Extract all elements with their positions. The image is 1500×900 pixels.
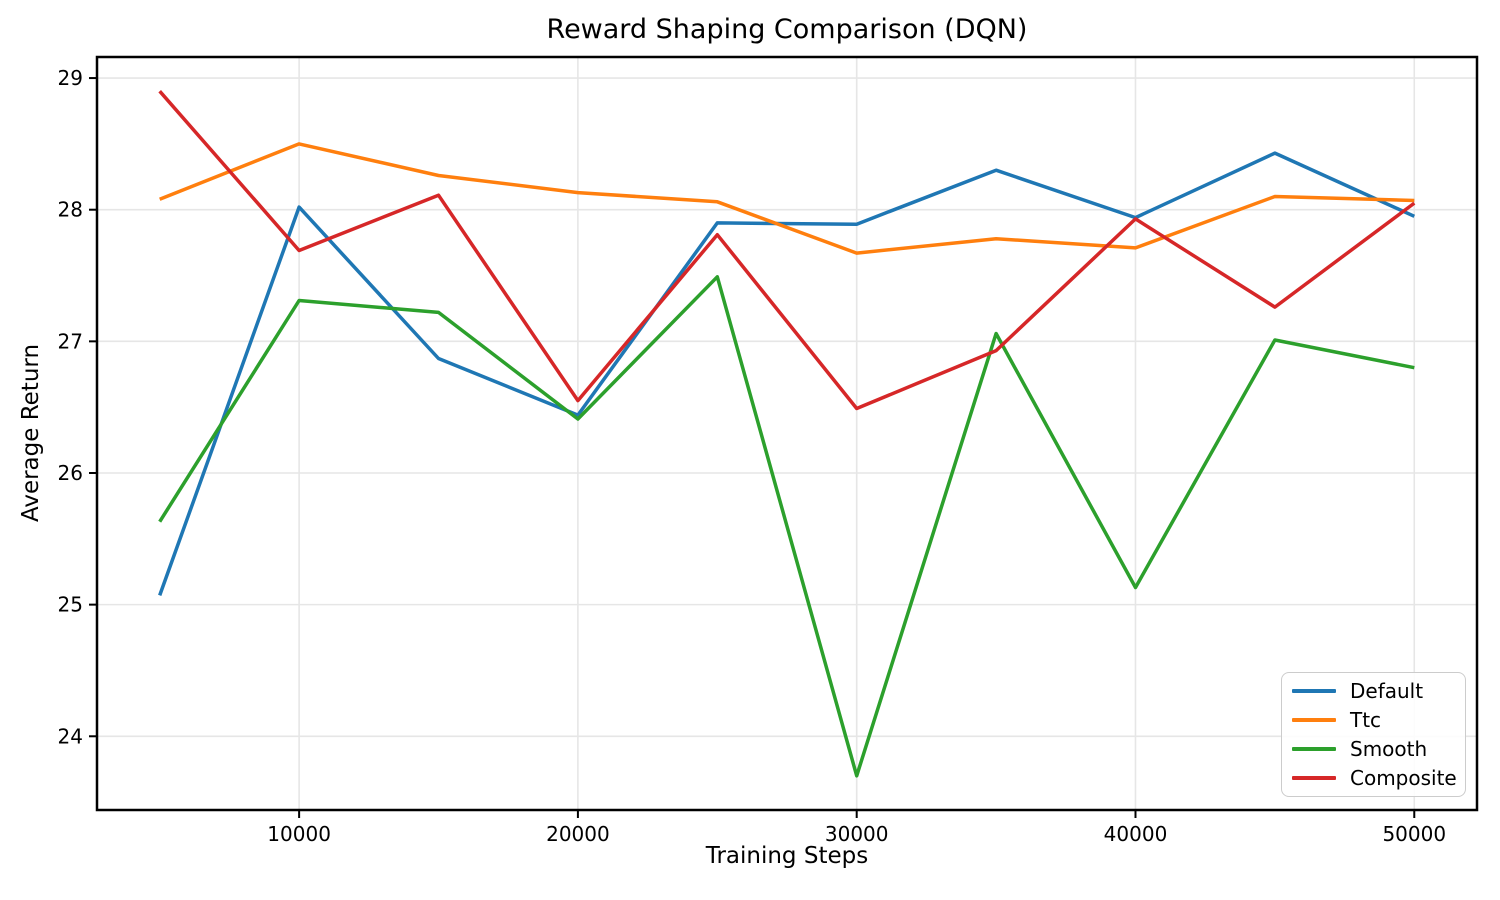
x-tick-label: 30000: [825, 822, 889, 846]
legend-label: Composite: [1350, 765, 1457, 790]
y-axis-label: Average Return: [18, 343, 44, 523]
y-tick-label: 27: [58, 329, 83, 353]
legend-swatch-smooth: [1292, 746, 1336, 751]
legend-swatch-ttc: [1292, 718, 1336, 723]
x-tick-label: 20000: [546, 822, 610, 846]
series-line-default: [158, 151, 1416, 596]
legend-item-default: Default: [1292, 679, 1465, 703]
y-tick-label: 25: [58, 593, 83, 617]
legend-item-smooth: Smooth: [1292, 737, 1465, 761]
y-tick-label: 28: [58, 198, 83, 222]
legend: Default Ttc Smooth Composite: [1281, 672, 1466, 797]
legend-item-composite: Composite: [1292, 766, 1465, 790]
axes-spines: [95, 55, 1479, 812]
y-tick-label: 26: [58, 461, 83, 485]
y-tick-label: 24: [58, 724, 83, 748]
series-line-smooth: [158, 275, 1415, 778]
x-tick-label: 40000: [1104, 822, 1168, 846]
x-tick-label: 50000: [1382, 822, 1446, 846]
series-line-ttc: [159, 142, 1415, 255]
legend-swatch-composite: [1292, 775, 1336, 780]
legend-label: Smooth: [1350, 736, 1428, 761]
legend-swatch-default: [1292, 689, 1336, 694]
x-axis-label: Training Steps: [705, 843, 869, 869]
y-tick-label: 29: [58, 66, 83, 90]
series-line-composite: [158, 90, 1416, 411]
x-tick-label: 10000: [267, 822, 331, 846]
legend-item-ttc: Ttc: [1292, 708, 1465, 732]
legend-label: Ttc: [1350, 708, 1382, 733]
chart-title: Reward Shaping Comparison (DQN): [546, 14, 1028, 45]
legend-label: Default: [1350, 679, 1424, 704]
